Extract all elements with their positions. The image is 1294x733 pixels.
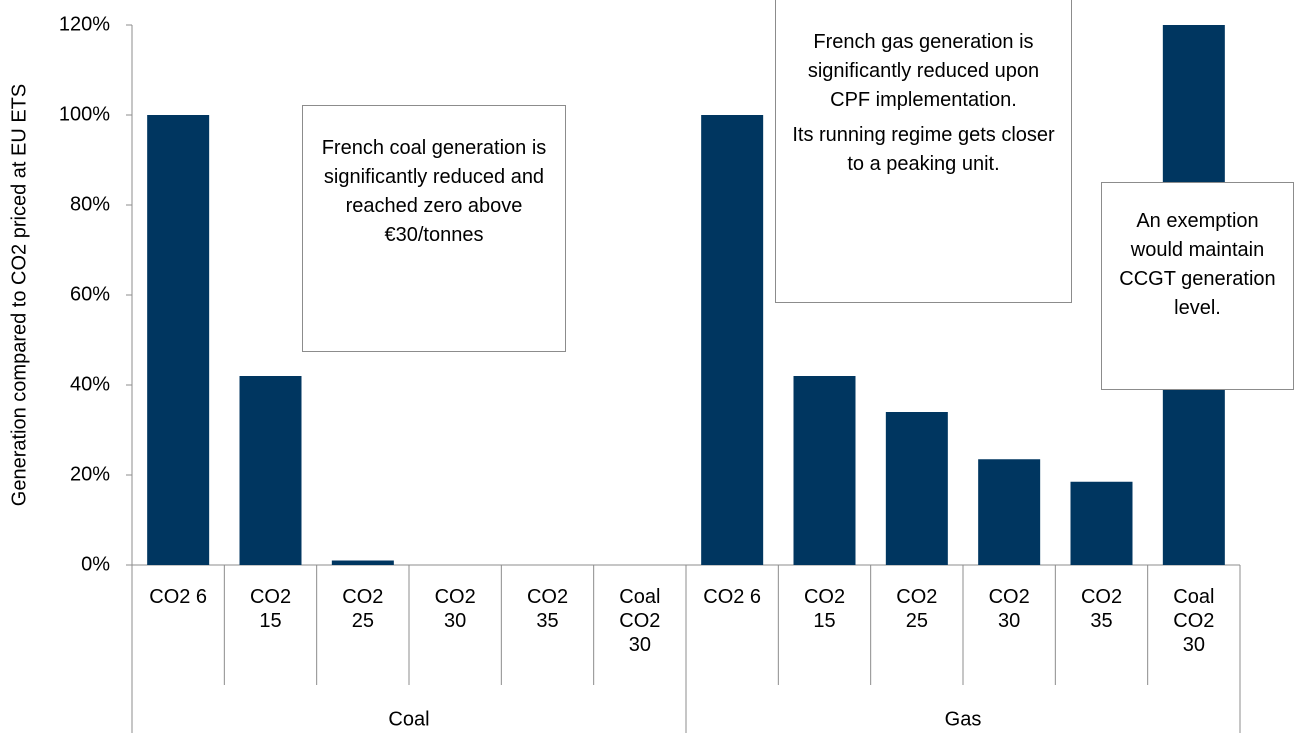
y-tick-label: 0% xyxy=(81,553,110,575)
annotation-text: An exemption would maintain CCGT generat… xyxy=(1119,210,1276,319)
bar xyxy=(147,115,210,565)
y-tick-label: 100% xyxy=(59,103,110,125)
x-tick-label: CO2 30 xyxy=(434,586,476,632)
x-tick-label-box: CO2 25 xyxy=(896,586,938,632)
y-tick-label: 60% xyxy=(70,283,110,305)
bar xyxy=(701,115,764,565)
x-tick-label: CO2 25 xyxy=(896,586,938,632)
x-tick-label-box: CO2 35 xyxy=(1080,586,1123,632)
x-tick-label: Coal CO2 30 xyxy=(1173,586,1215,656)
annotation: French gas generation is significantly r… xyxy=(775,0,1072,303)
y-tick-label: 80% xyxy=(70,193,110,215)
annotation-text: French coal generation is significantly … xyxy=(321,137,547,246)
x-tick-label: CO2 35 xyxy=(1080,586,1123,632)
x-tick-label: CO2 15 xyxy=(249,586,292,632)
x-tick-label-box: Coal CO2 30 xyxy=(619,586,661,656)
x-tick-label-box: Coal CO2 30 xyxy=(1173,586,1215,656)
x-tick-label-box: CO2 15 xyxy=(249,586,292,632)
x-tick-label: CO2 30 xyxy=(988,586,1030,632)
annotation-box: French coal generation is significantly … xyxy=(302,105,566,352)
y-tick-label: 20% xyxy=(70,463,110,485)
bar xyxy=(978,459,1041,565)
annotation-text: French gas generation is significantly r… xyxy=(807,31,1040,111)
annotation: An exemption would maintain CCGT generat… xyxy=(1101,182,1294,390)
group-label: Coal xyxy=(388,708,429,730)
x-tick-label: Coal CO2 30 xyxy=(619,586,661,656)
x-tick-label: CO2 35 xyxy=(526,586,569,632)
annotation: French coal generation is significantly … xyxy=(302,105,566,352)
x-tick-label-box: CO2 6 xyxy=(703,586,762,608)
annotation-box: An exemption would maintain CCGT generat… xyxy=(1101,182,1294,390)
bar xyxy=(885,412,948,565)
annotation-box: French gas generation is significantly r… xyxy=(775,0,1072,303)
bar xyxy=(1070,481,1133,565)
x-tick-label-box: CO2 30 xyxy=(988,586,1030,632)
annotation-text: Its running regime gets closer to a peak… xyxy=(792,124,1055,175)
x-tick-label-box: CO2 35 xyxy=(526,586,569,632)
x-tick-label-box: CO2 6 xyxy=(149,586,208,608)
x-tick-label-box: CO2 25 xyxy=(342,586,384,632)
bar xyxy=(793,376,856,565)
bar xyxy=(331,560,394,565)
x-tick-label: CO2 6 xyxy=(703,586,762,608)
x-tick-label: CO2 15 xyxy=(803,586,846,632)
bar xyxy=(239,376,302,565)
y-tick-label: 120% xyxy=(59,13,110,35)
y-tick-label: 40% xyxy=(70,373,110,395)
x-tick-label-box: CO2 15 xyxy=(803,586,846,632)
x-tick-label-box: CO2 30 xyxy=(434,586,476,632)
group-label: Gas xyxy=(945,708,982,730)
x-tick-label: CO2 25 xyxy=(342,586,384,632)
x-tick-label: CO2 6 xyxy=(149,586,208,608)
y-axis-label: Generation compared to CO2 priced at EU … xyxy=(8,84,30,506)
